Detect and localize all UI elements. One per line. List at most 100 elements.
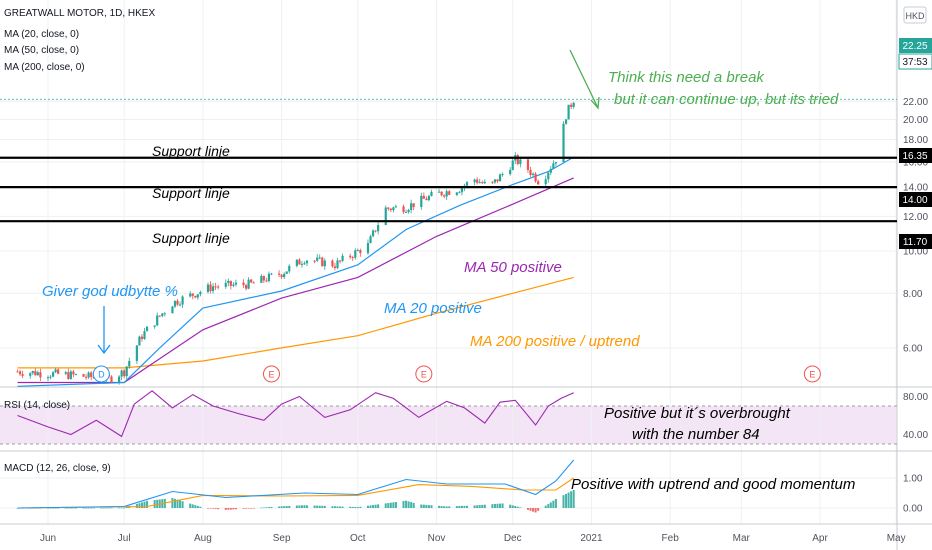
macd-pane[interactable] bbox=[16, 459, 575, 513]
macd-histogram-bar bbox=[537, 508, 540, 511]
candle-body bbox=[181, 296, 184, 305]
candle-body bbox=[389, 208, 392, 211]
annotations[interactable]: Support linje Support linje Support linj… bbox=[42, 49, 855, 493]
macd-histogram-bar bbox=[143, 501, 146, 508]
candle-body bbox=[128, 360, 131, 367]
rsi-tick-label: 40.00 bbox=[903, 430, 928, 441]
candle-body bbox=[531, 173, 535, 175]
candle-body bbox=[234, 282, 238, 285]
candle-body bbox=[483, 181, 486, 184]
dividend-marker-circle bbox=[92, 365, 110, 383]
candle-body bbox=[283, 273, 286, 278]
macd-histogram-bar bbox=[229, 508, 232, 510]
macd-histogram-bar bbox=[529, 508, 532, 511]
candle-body bbox=[211, 286, 215, 291]
candle-body bbox=[425, 198, 428, 201]
macd-histogram-bar bbox=[493, 503, 496, 508]
time-tick-label: Feb bbox=[662, 533, 680, 544]
support-annotation-1: Support linje bbox=[152, 143, 230, 159]
candle-body bbox=[18, 371, 22, 375]
macd-histogram-bar bbox=[153, 500, 156, 508]
rsi-note-line2: with the number 84 bbox=[632, 426, 760, 443]
candle-body bbox=[404, 211, 408, 213]
macd-histogram-bar bbox=[466, 505, 469, 508]
candle-body bbox=[351, 257, 354, 259]
macd-histogram-bar bbox=[496, 503, 499, 508]
macd-histogram-bar bbox=[438, 505, 441, 508]
macd-legend: MACD (12, 26, close, 9) bbox=[4, 463, 111, 474]
macd-histogram-bar bbox=[405, 500, 408, 508]
macd-histogram-bar bbox=[140, 502, 143, 508]
time-tick-label: Oct bbox=[350, 533, 366, 544]
candle-body bbox=[481, 182, 484, 184]
macd-histogram-bar bbox=[570, 491, 573, 508]
macd-histogram-bar bbox=[544, 505, 547, 508]
candle-body bbox=[313, 260, 316, 262]
candle-body bbox=[349, 255, 352, 258]
macd-histogram-bar bbox=[481, 504, 484, 508]
macd-histogram-bar bbox=[206, 508, 209, 509]
candle-body bbox=[87, 372, 90, 378]
macd-histogram-bar bbox=[366, 505, 369, 508]
macd-histogram-bar bbox=[232, 508, 235, 510]
macd-histogram-bar bbox=[102, 507, 105, 509]
macd-histogram-bar bbox=[247, 508, 250, 509]
macd-histogram-bar bbox=[135, 503, 138, 508]
candle-body bbox=[336, 260, 339, 269]
candle-body bbox=[118, 376, 121, 383]
candle-body bbox=[173, 300, 177, 307]
macd-histogram-bar bbox=[565, 493, 568, 508]
macd-histogram-bar bbox=[402, 500, 405, 508]
candle-body bbox=[16, 371, 19, 373]
macd-histogram-bar bbox=[316, 505, 319, 508]
candle-body bbox=[143, 331, 146, 339]
earnings-marker-3-circle bbox=[803, 365, 821, 383]
macd-histogram-bar bbox=[265, 507, 268, 508]
time-tick-label: Mar bbox=[733, 533, 751, 544]
earnings-marker-3-label: E bbox=[809, 370, 815, 380]
candle-body bbox=[74, 374, 78, 376]
price-tick-label: 10.00 bbox=[903, 246, 928, 257]
time-tick-label: Nov bbox=[428, 533, 446, 544]
support-lines[interactable] bbox=[0, 98, 897, 223]
macd-histogram-bar bbox=[455, 506, 458, 508]
candle-body bbox=[194, 295, 197, 298]
rsi-pane[interactable] bbox=[17, 390, 574, 438]
ma20-note: MA 20 positive bbox=[384, 300, 482, 317]
macd-histogram-bar bbox=[278, 506, 281, 508]
candle-body bbox=[270, 273, 273, 275]
candle-body bbox=[498, 174, 502, 182]
macd-histogram-bar bbox=[410, 502, 413, 508]
candle-body bbox=[392, 207, 395, 211]
rsi-legend: RSI (14, close) bbox=[4, 400, 70, 411]
time-tick-label: Dec bbox=[504, 533, 522, 544]
candle-body bbox=[458, 192, 461, 194]
support-1-label: 16.35 bbox=[902, 151, 927, 162]
candle-body bbox=[49, 376, 52, 378]
macd-histogram-bar bbox=[377, 504, 380, 508]
candle-body bbox=[153, 325, 156, 327]
symbol-title: GREATWALL MOTOR, 1D, HKEX bbox=[4, 8, 155, 19]
candle-body bbox=[341, 255, 344, 261]
time-axis[interactable]: Jun Jul Aug Sep Oct Nov Dec 2021 Feb Mar Apr May bbox=[40, 533, 906, 544]
macd-histogram-bar bbox=[532, 508, 535, 512]
candle-body bbox=[247, 279, 250, 289]
ma50-legend: MA (50, close, 0) bbox=[4, 45, 79, 56]
candle-body bbox=[473, 179, 476, 183]
macd-histogram-bar bbox=[57, 507, 60, 509]
candle-body bbox=[493, 179, 497, 183]
macd-histogram-bar bbox=[374, 504, 377, 508]
macd-histogram-bar bbox=[333, 506, 336, 508]
candle-body bbox=[267, 273, 271, 282]
candle-body bbox=[455, 192, 458, 195]
candle-body bbox=[252, 282, 255, 284]
macd-histogram-bar bbox=[318, 505, 321, 508]
candle-body bbox=[402, 206, 405, 213]
candle-body bbox=[298, 259, 301, 265]
macd-histogram-bar bbox=[171, 498, 174, 508]
macd-histogram-bar bbox=[105, 507, 108, 509]
macd-histogram-bar bbox=[267, 507, 270, 508]
currency-box[interactable] bbox=[903, 6, 927, 24]
